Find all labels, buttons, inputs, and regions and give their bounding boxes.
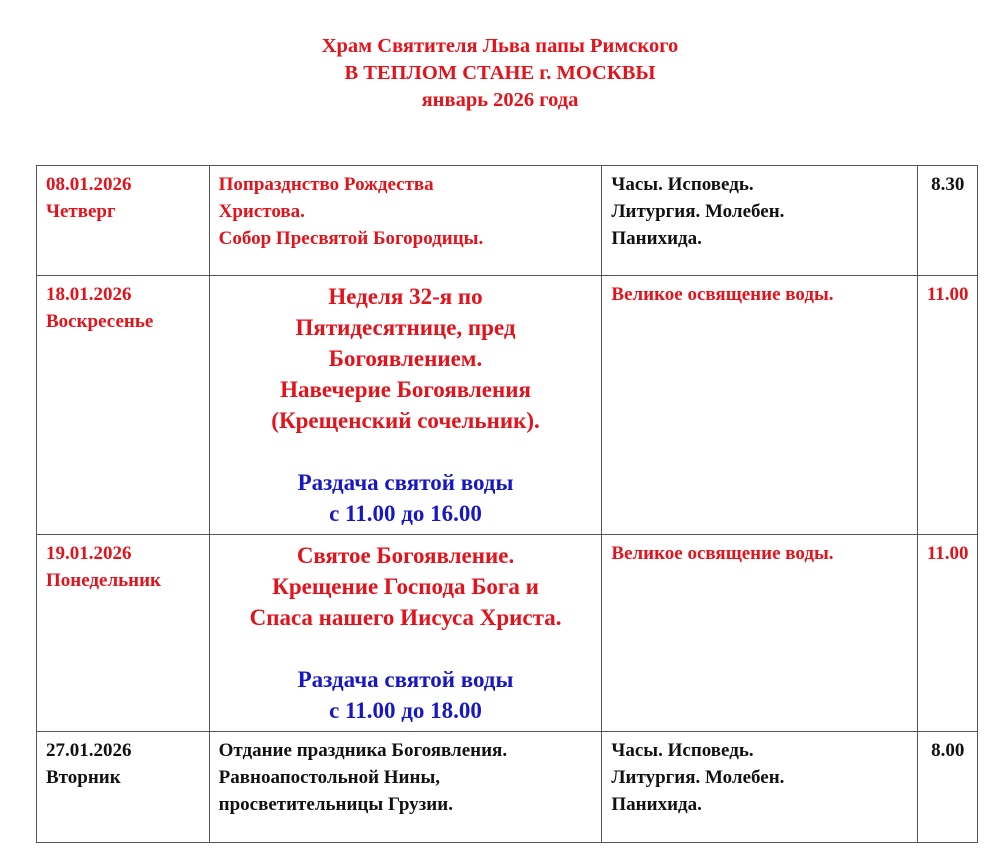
time-cell: 8.30 (917, 165, 978, 276)
event-line: Собор Пресвятой Богородицы. (218, 228, 484, 249)
event-line: Святое Богоявление. (296, 543, 515, 568)
event-line: Богоявлением. (328, 346, 483, 371)
date: 27.01.2026 (46, 740, 132, 761)
service-cell: Часы. Исповедь. Литургия. Молебен. Паних… (601, 731, 919, 843)
event-line: Неделя 32-я по (328, 284, 483, 309)
weekday: Понедельник (46, 570, 162, 591)
service-line: Великое освящение воды. (611, 284, 834, 305)
title-line-location: В ТЕПЛОМ СТАНЕ г. МОСКВЫ (344, 62, 656, 84)
date: 18.01.2026 (46, 284, 132, 305)
event-line: Отдание праздника Богоявления. (218, 740, 508, 761)
date-cell: 27.01.2026 Вторник (36, 731, 210, 843)
event-line: (Крещенский сочельник). (271, 408, 540, 433)
service-line: Великое освящение воды. (611, 543, 834, 564)
service-line: Литургия. Молебен. (611, 767, 785, 788)
weekday: Воскресенье (46, 311, 154, 332)
table-row: 19.01.2026 Понедельник Святое Богоявлени… (36, 534, 978, 732)
event-line: просветительницы Грузии. (218, 794, 453, 815)
document-title: Храм Святителя Льва папы Римского В ТЕПЛ… (0, 33, 1000, 114)
service-line: Панихида. (611, 794, 702, 815)
weekday: Вторник (46, 767, 121, 788)
event-line: Навечерие Богоявления (280, 377, 531, 402)
service-line: Литургия. Молебен. (611, 201, 785, 222)
water-note: Раздача святой воды (297, 470, 514, 495)
time-cell: 8.00 (917, 731, 978, 843)
event-line: Христова. (218, 201, 305, 222)
event-line: Попразднство Рождества (218, 174, 434, 195)
event-cell: Отдание праздника Богоявления. Равноапос… (208, 731, 603, 843)
service-line: Панихида. (611, 228, 702, 249)
time-cell: 11.00 (917, 275, 978, 535)
event-cell: Святое Богоявление. Крещение Господа Бог… (208, 534, 603, 732)
water-note: Раздача святой воды (297, 667, 514, 692)
water-hours: с 11.00 до 16.00 (329, 501, 482, 526)
event-line: Равноапостольной Нины, (218, 767, 441, 788)
table-row: 08.01.2026 Четверг Попразднство Рождеств… (36, 165, 978, 276)
event-cell: Неделя 32-я по Пятидесятнице, пред Богоя… (208, 275, 603, 535)
event-cell: Попразднство Рождества Христова. Собор П… (208, 165, 603, 276)
event-line: Крещение Господа Бога и (272, 574, 539, 599)
date-cell: 19.01.2026 Понедельник (36, 534, 210, 732)
date-cell: 18.01.2026 Воскресенье (36, 275, 210, 535)
table-row: 18.01.2026 Воскресенье Неделя 32-я по Пя… (36, 275, 978, 535)
table-row: 27.01.2026 Вторник Отдание праздника Бог… (36, 731, 978, 843)
service-cell: Великое освящение воды. (601, 275, 919, 535)
event-line: Спаса нашего Иисуса Христа. (249, 605, 562, 630)
service-cell: Часы. Исповедь. Литургия. Молебен. Паних… (601, 165, 919, 276)
title-line-month: январь 2026 года (421, 89, 579, 111)
service-cell: Великое освящение воды. (601, 534, 919, 732)
schedule-table: 08.01.2026 Четверг Попразднство Рождеств… (36, 165, 978, 843)
title-line-church: Храм Святителя Льва папы Римского (321, 35, 679, 57)
service-line: Часы. Исповедь. (611, 740, 754, 761)
water-hours: с 11.00 до 18.00 (329, 698, 482, 723)
weekday: Четверг (46, 201, 116, 222)
date-cell: 08.01.2026 Четверг (36, 165, 210, 276)
event-line: Пятидесятнице, пред (295, 315, 516, 340)
time-cell: 11.00 (917, 534, 978, 732)
date: 08.01.2026 (46, 174, 132, 195)
date: 19.01.2026 (46, 543, 132, 564)
service-line: Часы. Исповедь. (611, 174, 754, 195)
